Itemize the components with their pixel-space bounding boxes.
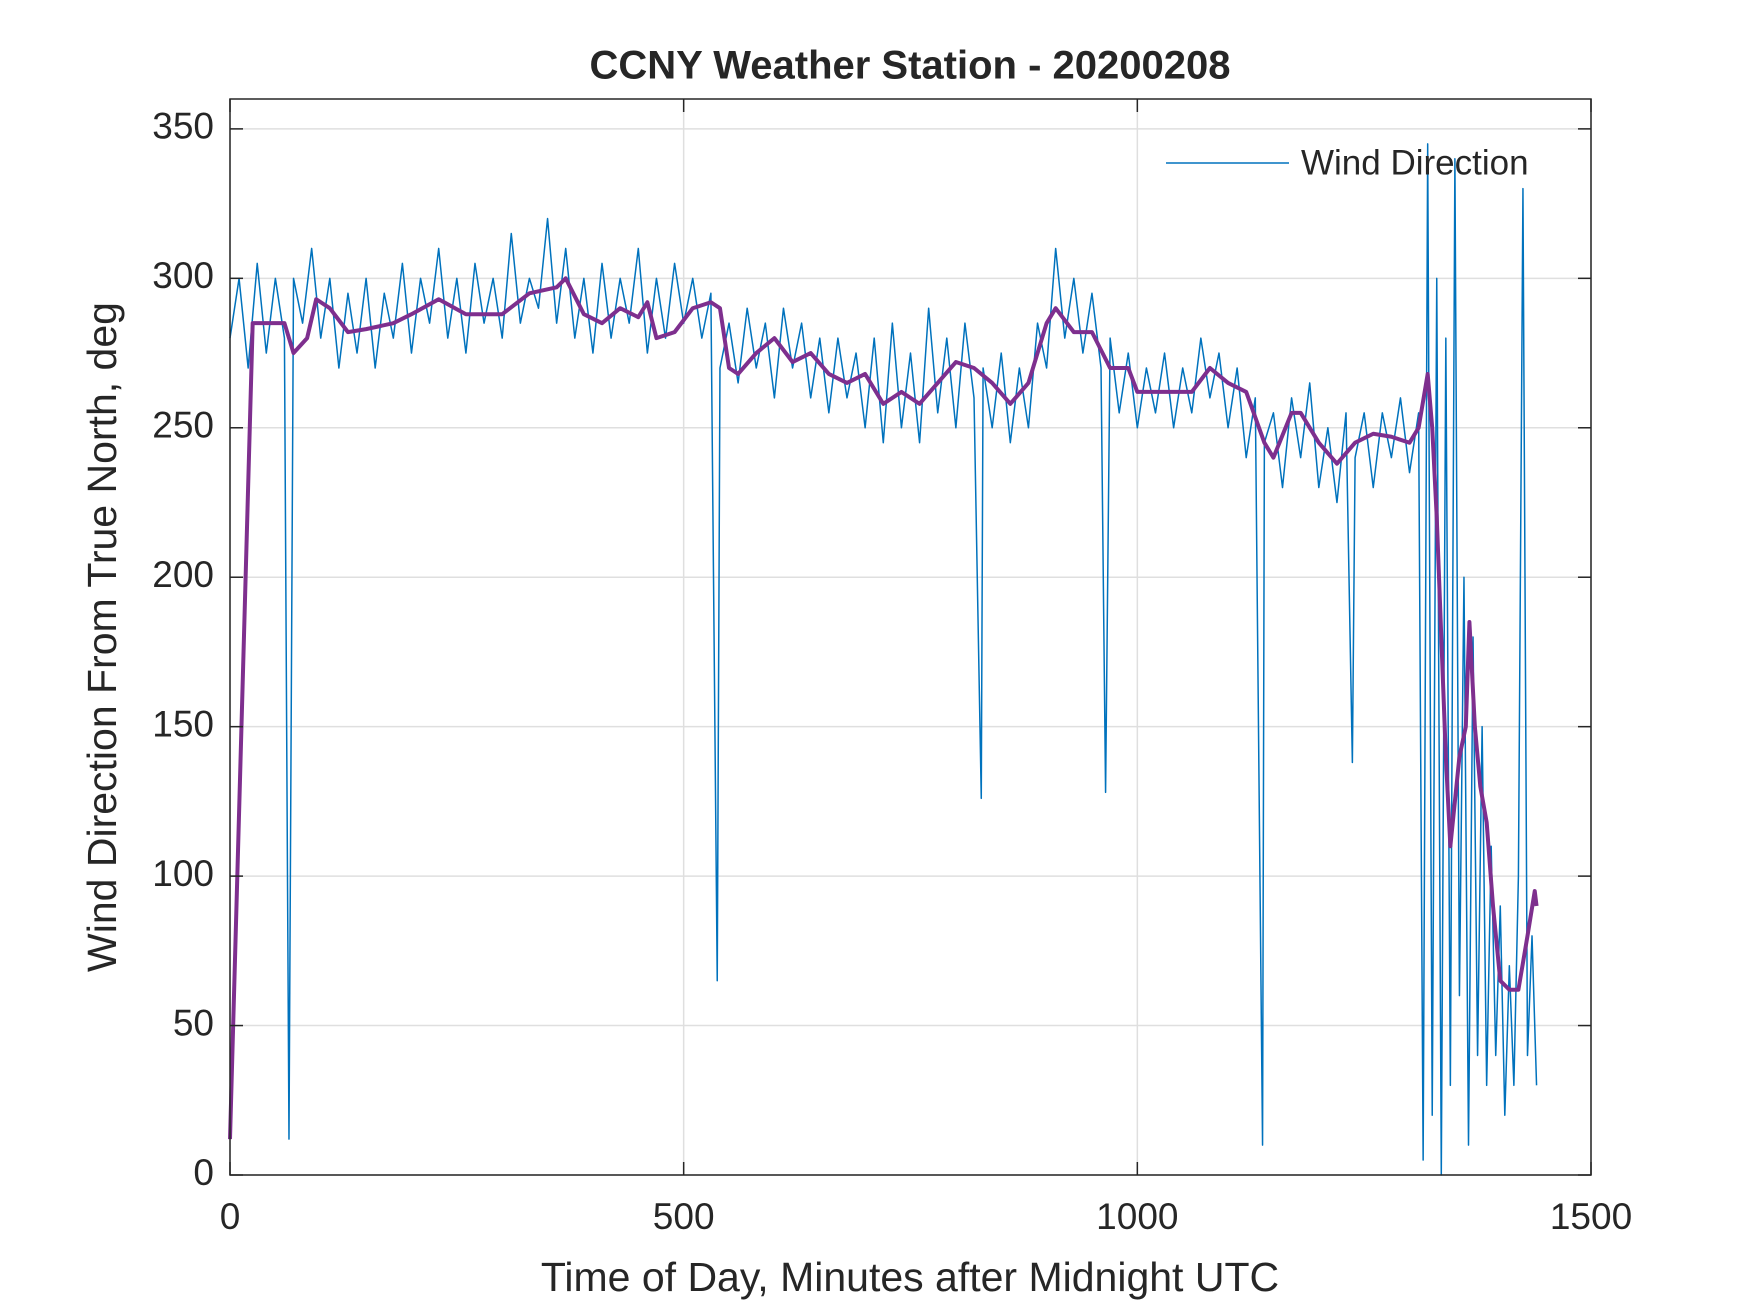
y-tick-label: 200 [152,554,214,595]
y-tick-label: 100 [152,853,214,894]
y-tick-label: 350 [152,106,214,147]
x-tick-label: 500 [653,1196,715,1237]
y-tick-label: 50 [173,1002,214,1043]
chart-title: CCNY Weather Station - 20200208 [590,44,1231,88]
plot-frame [229,98,1592,1176]
plot-background [230,99,1591,1175]
x-tick-label: 0 [220,1196,241,1237]
y-tick-label: 150 [152,703,214,744]
legend-label: Wind Direction [1301,143,1529,182]
y-tick-label: 300 [152,255,214,296]
data-line [229,143,1538,1176]
x-tick-label: 1000 [1096,1196,1178,1237]
y-tick-label: 250 [152,405,214,446]
data-line [228,276,1539,1140]
x-axis-label: Time of Day, Minutes after Midnight UTC [541,1254,1279,1300]
x-tick-label: 1500 [1550,1196,1632,1237]
y-axis-label: Wind Direction From True North, deg [79,302,125,972]
y-tick-label: 0 [193,1152,214,1193]
